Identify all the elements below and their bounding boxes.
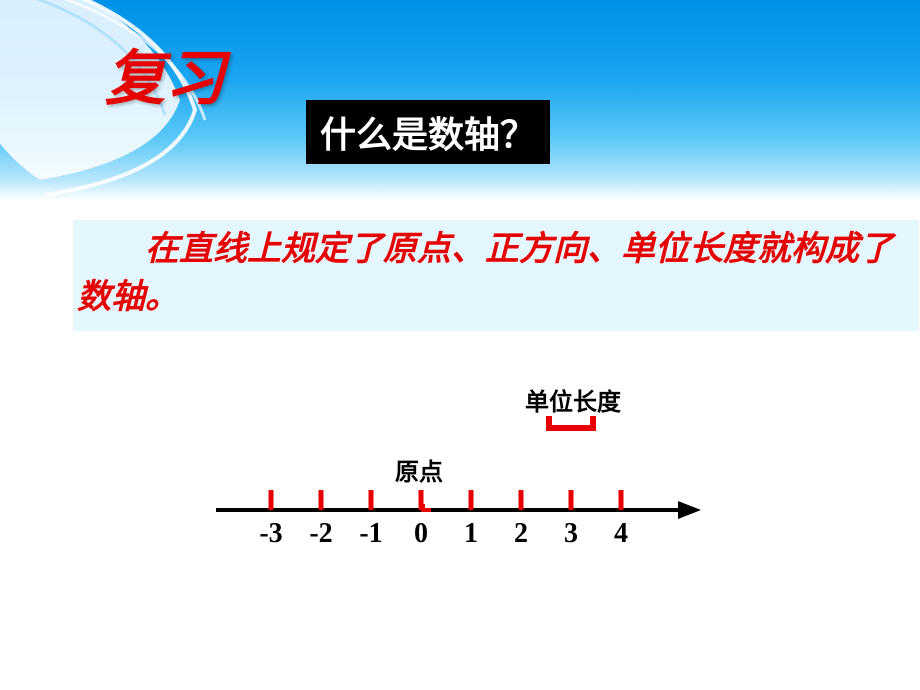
axis-tick-label: 0 xyxy=(396,518,446,550)
definition-text: 在直线上规定了原点、正方向、单位长度就构成了数轴。 xyxy=(77,226,915,321)
question-text: 什么是数轴？ xyxy=(320,114,536,155)
origin-label: 原点 xyxy=(395,452,443,487)
definition-box: 在直线上规定了原点、正方向、单位长度就构成了数轴。 xyxy=(73,220,919,331)
axis-tick-label: 3 xyxy=(546,518,596,550)
unit-length-label: 单位长度 xyxy=(525,382,621,417)
axis-tick-label: 4 xyxy=(596,518,646,550)
header-banner: 复习 什么是数轴？ xyxy=(0,0,920,200)
numberline: -3-2-101234 xyxy=(216,484,716,564)
axis-labels: -3-2-101234 xyxy=(216,518,716,550)
axis-tick-label: 2 xyxy=(496,518,546,550)
axis-tick-label: -2 xyxy=(296,518,346,550)
unit-length-bracket xyxy=(545,414,601,438)
axis-tick-label: -3 xyxy=(246,518,296,550)
axis-tick-label: -1 xyxy=(346,518,396,550)
question-box: 什么是数轴？ xyxy=(306,100,550,164)
axis-tick-label: 1 xyxy=(446,518,496,550)
review-title: 复习 xyxy=(105,30,225,117)
